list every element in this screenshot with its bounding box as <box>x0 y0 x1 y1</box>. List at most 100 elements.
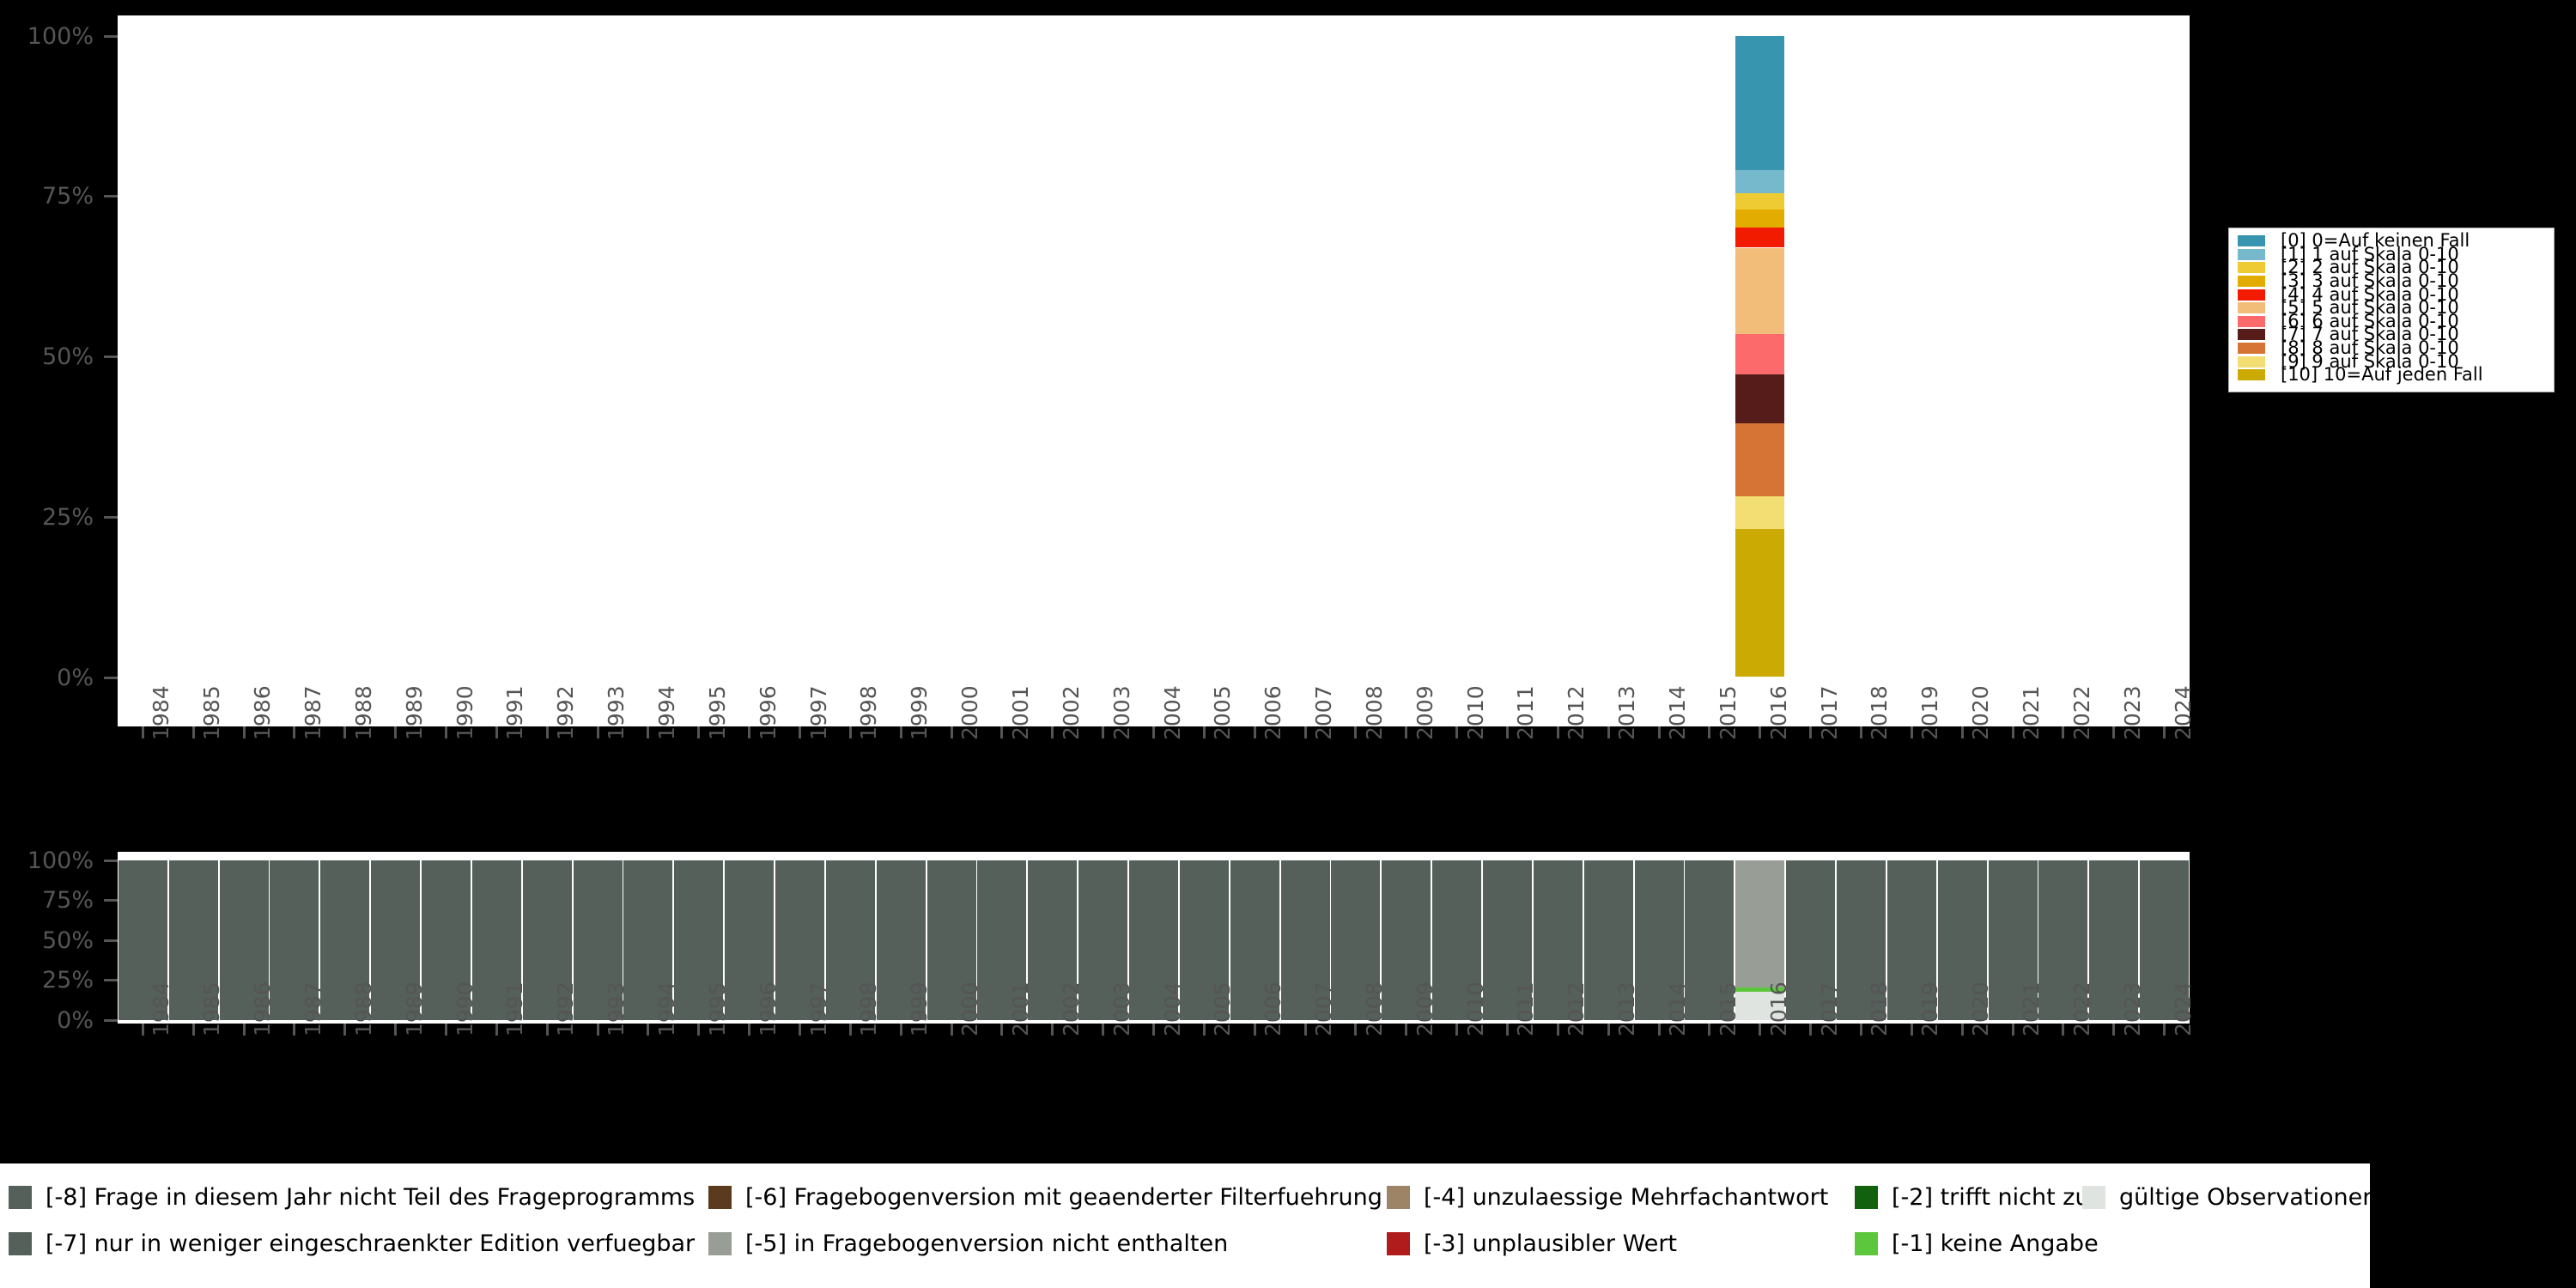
x-axis-label-1989: 1989 <box>401 685 427 740</box>
value-legend-item-3: [3] 3 auf Skala 0-10 <box>2238 272 2545 290</box>
missing-legend-item-5: [-3] unplausibler Wert <box>1387 1232 1677 1255</box>
x-axis-label-2001: 2001 <box>1007 685 1033 740</box>
x-axis-label-1999: 1999 <box>907 685 933 740</box>
legend-color-swatch-icon <box>9 1186 32 1209</box>
x-axis-label-1986: 1986 <box>250 685 276 740</box>
missing-bar-2012 <box>1533 860 1583 1020</box>
missing-legend-label: [-7] nur in weniger eingeschraenkter Edi… <box>46 1230 696 1257</box>
value-legend-label: [1] 1 auf Skala 0-10 <box>2281 243 2459 264</box>
x-axis-tick-1999 <box>899 726 902 738</box>
value-legend-item-7: [7] 7 auf Skala 0-10 <box>2238 325 2545 343</box>
x-axis-label-1992: 1992 <box>553 685 579 740</box>
missing-segment--8 <box>1634 860 1684 1020</box>
legend-color-swatch-icon <box>2238 315 2265 327</box>
missing-x-axis-label-2008: 2008 <box>1361 981 1387 1036</box>
missing-x-axis-label-1997: 1997 <box>805 981 831 1036</box>
missing-x-axis-tick-2009 <box>1405 1024 1408 1036</box>
x-axis-tick-1995 <box>697 726 701 738</box>
missing-segment--8 <box>1078 860 1128 1020</box>
missing-bar-1993 <box>573 860 623 1020</box>
x-axis-tick-2021 <box>2011 726 2014 738</box>
legend-color-swatch-icon <box>2238 355 2265 368</box>
value-legend-item-8: [8] 8 auf Skala 0-10 <box>2238 339 2545 357</box>
legend-color-swatch-icon <box>2238 262 2265 274</box>
x-axis-label-2021: 2021 <box>2019 685 2044 740</box>
missing-bar-1987 <box>270 860 319 1020</box>
y-axis-tick-label: 25% <box>41 503 94 531</box>
value-distribution-panel: 100% 75% 50% 25% 0% 1984 1985 1986 1987 1988 1989… <box>27 15 2196 773</box>
x-axis-label-1985: 1985 <box>199 685 225 740</box>
missing-segment--8 <box>1685 860 1735 1020</box>
missing-bar-2024 <box>2140 860 2190 1020</box>
x-axis-tick-2005 <box>1202 726 1206 738</box>
x-axis-label-2022: 2022 <box>2069 685 2094 740</box>
legend-color-swatch-icon <box>2238 248 2265 260</box>
top-x-axis-ticks <box>118 726 2190 773</box>
value-legend-label: [6] 6 auf Skala 0-10 <box>2281 310 2459 331</box>
legend-color-swatch-icon <box>2238 302 2265 314</box>
missing-bar-2023 <box>2089 860 2139 1020</box>
stacked-bar-2016 <box>1735 36 1785 677</box>
x-axis-tick-1985 <box>191 726 195 738</box>
missing-x-axis-tick-1996 <box>748 1024 751 1036</box>
x-axis-label-2007: 2007 <box>1311 685 1337 740</box>
missing-bar-1997 <box>775 860 825 1020</box>
x-axis-tick-2008 <box>1354 726 1358 738</box>
missing-value-legend: [-8] Frage in diesem Jahr nicht Teil des… <box>0 1163 2377 1288</box>
missing-bar-1991 <box>471 860 521 1020</box>
missing-x-axis-tick-1999 <box>899 1024 902 1036</box>
missing-x-axis-label-2017: 2017 <box>1816 981 1842 1036</box>
x-axis-tick-1984 <box>141 726 144 738</box>
top-plot-background <box>118 15 2190 726</box>
missing-segment--8 <box>270 860 319 1020</box>
missing-segment--8 <box>1230 860 1279 1020</box>
missing-x-axis-label-1986: 1986 <box>250 981 276 1036</box>
missing-x-axis-label-1998: 1998 <box>856 981 882 1036</box>
missing-x-axis-label-1992: 1992 <box>553 981 579 1036</box>
missing-segment--8 <box>1432 860 1482 1020</box>
missing-segment--8 <box>1583 860 1633 1020</box>
missing-x-axis-label-1993: 1993 <box>604 981 629 1036</box>
missing-x-axis-label-2009: 2009 <box>1412 981 1437 1036</box>
missing-bar-1998 <box>825 860 875 1020</box>
missing-segment--8 <box>422 860 471 1020</box>
x-axis-tick-1989 <box>394 726 398 738</box>
legend-color-swatch-icon <box>1855 1232 1878 1255</box>
missing-segment--8 <box>1786 860 1836 1020</box>
x-axis-label-2010: 2010 <box>1462 685 1488 740</box>
x-axis-label-2019: 2019 <box>1917 685 1943 740</box>
value-legend-item-1: [1] 1 auf Skala 0-10 <box>2238 243 2545 264</box>
x-axis-label-1991: 1991 <box>502 685 528 740</box>
missing-x-axis-label-2015: 2015 <box>1715 981 1741 1036</box>
stack-segment-7 <box>1735 374 1785 424</box>
missing-x-axis-tick-1998 <box>848 1024 852 1036</box>
missing-bar-2001 <box>977 860 1027 1020</box>
missing-x-axis-label-2016: 2016 <box>1765 981 1791 1036</box>
y-axis-tick-label: 50% <box>41 343 94 370</box>
missing-segment--8 <box>168 860 218 1020</box>
missing-legend-item-8: gültige Observationen <box>2082 1186 2377 1209</box>
missing-x-axis-label-1985: 1985 <box>199 981 225 1036</box>
missing-bar-1992 <box>522 860 572 1020</box>
missing-x-axis-tick-2021 <box>2011 1024 2014 1036</box>
legend-color-swatch-icon <box>2238 329 2265 341</box>
missing-legend-item-2: [-6] Fragebogenversion mit geaenderter F… <box>708 1186 1382 1209</box>
missing-legend-item-1: [-7] nur in weniger eingeschraenkter Edi… <box>9 1232 695 1255</box>
x-axis-label-2002: 2002 <box>1058 685 1084 740</box>
missing-segment--8 <box>725 860 775 1020</box>
value-legend-label: [0] 0=Auf keinen Fall <box>2281 230 2470 252</box>
missing-legend-label: [-2] trifft nicht zu <box>1892 1184 2090 1211</box>
missing-bar-2009 <box>1382 860 1431 1020</box>
value-legend-item-0: [0] 0=Auf keinen Fall <box>2238 230 2545 252</box>
missing-x-axis-label-2013: 2013 <box>1614 981 1640 1036</box>
missing-bar-2017 <box>1786 860 1836 1020</box>
missing-y-axis-tick-label: 100% <box>27 847 94 874</box>
stack-segment-1 <box>1735 170 1785 193</box>
missing-bar-2014 <box>1634 860 1684 1020</box>
missing-bar-1990 <box>422 860 471 1020</box>
legend-color-swatch-icon <box>9 1232 32 1255</box>
missing-x-axis-label-2005: 2005 <box>1210 981 1236 1036</box>
missing-x-axis-tick-2024 <box>2163 1024 2166 1036</box>
missing-segment--8 <box>371 860 421 1020</box>
y-axis-tick-label: 75% <box>41 183 94 210</box>
